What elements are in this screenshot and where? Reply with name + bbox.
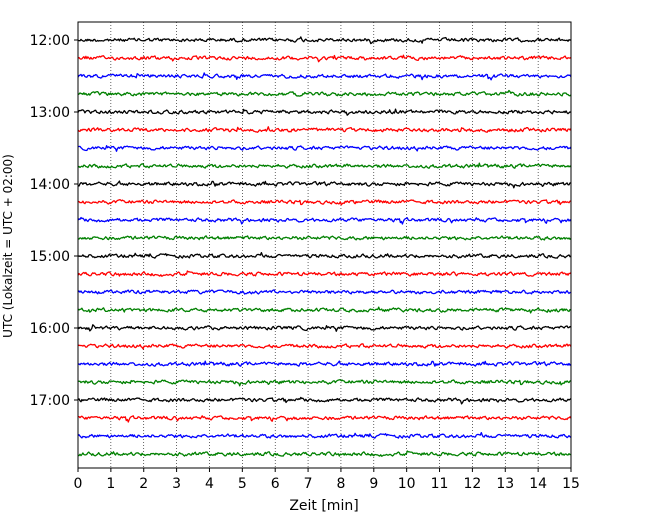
- seismogram-trace: [78, 415, 572, 423]
- seismogram-trace: [77, 379, 572, 387]
- x-axis-ticks: 0 1 2 3 4 5 6 7 8 9 10 11 12 13 14 15: [74, 468, 580, 492]
- seismogram-trace: [77, 289, 572, 295]
- x-tick-label: 1: [106, 476, 115, 492]
- x-tick-label: 12: [463, 476, 481, 492]
- x-tick-label: 8: [336, 476, 345, 492]
- seismogram-trace: [77, 235, 572, 241]
- x-tick-label: 7: [304, 476, 313, 492]
- x-tick-label: 0: [74, 476, 83, 492]
- seismogram-trace: [77, 180, 572, 189]
- x-tick-label: 5: [238, 476, 247, 492]
- x-tick-label: 2: [139, 476, 148, 492]
- y-axis-label: UTC (Lokalzeit = UTC + 02:00): [1, 154, 15, 338]
- y-tick-label: 14:00: [30, 177, 70, 193]
- x-tick-label: 4: [205, 476, 214, 492]
- x-tick-label: 11: [431, 476, 449, 492]
- seismogram-trace: [77, 251, 572, 259]
- seismogram-traces: [77, 36, 572, 457]
- y-tick-label: 17:00: [30, 393, 70, 409]
- seismogram-trace: [77, 36, 572, 45]
- seismogram-trace: [77, 126, 572, 133]
- seismogram-trace: [77, 306, 572, 314]
- x-tick-label: 13: [496, 476, 514, 492]
- seismogram-trace: [77, 199, 572, 206]
- plot-frame: [77, 21, 572, 469]
- seismogram-trace: [77, 431, 572, 439]
- x-tick-label: 14: [529, 476, 547, 492]
- seismogram-trace: [77, 270, 572, 277]
- seismogram-trace: [77, 324, 572, 332]
- seismogram-trace: [77, 360, 572, 367]
- seismogram-trace: [77, 396, 572, 405]
- seismogram-trace: [77, 72, 572, 81]
- y-axis-ticks: 12:00 13:00 14:00 15:00 16:00 17:00: [30, 33, 78, 409]
- seismogram-trace: [77, 145, 572, 152]
- y-tick-label: 12:00: [30, 33, 70, 49]
- y-tick-label: 13:00: [30, 105, 70, 121]
- seismogram-trace: [77, 108, 572, 116]
- seismogram-trace: [77, 89, 572, 97]
- x-axis-label: Zeit [min]: [289, 498, 358, 514]
- x-tick-label: 15: [562, 476, 580, 492]
- y-tick-label: 16:00: [30, 321, 70, 337]
- seismogram-trace: [77, 216, 572, 225]
- seismogram-trace: [77, 162, 572, 169]
- grid: [110, 22, 539, 468]
- seismogram-trace: [77, 54, 572, 63]
- x-tick-label: 9: [369, 476, 378, 492]
- seismogram-trace: [77, 343, 572, 350]
- x-tick-label: 3: [172, 476, 181, 492]
- seismogram-trace: [77, 450, 572, 457]
- y-tick-label: 15:00: [30, 249, 70, 265]
- x-tick-label: 6: [271, 476, 280, 492]
- x-tick-label: 10: [398, 476, 416, 492]
